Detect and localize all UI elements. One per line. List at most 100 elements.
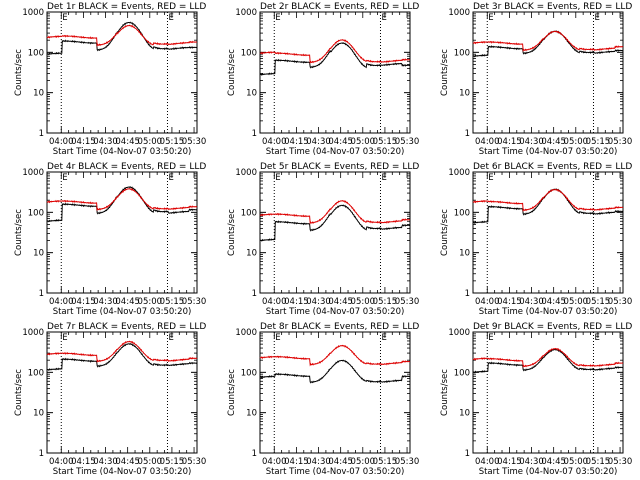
events-series-line: [46, 342, 198, 372]
x-tick-label: 05:00: [351, 137, 376, 147]
event-marker-label: E: [275, 173, 280, 183]
plot-frame: [46, 11, 198, 134]
detector-panel-6: 1 10 100 1000 04:0004:1504:3004:4505:0005:15…: [440, 162, 632, 317]
x-tick-label: 05:30: [395, 297, 420, 307]
detector-panel-9: 1 10 100 1000 04:0004:1504:3004:4505:0005:15…: [440, 322, 632, 477]
lld-series-line: [472, 30, 624, 52]
y-tick-label: 100: [454, 48, 470, 58]
x-tick-label: 04:00: [49, 457, 74, 467]
x-tick-label: 04:30: [306, 457, 331, 467]
event-marker-label: E: [594, 333, 599, 343]
y-tick-label: 100: [28, 208, 44, 218]
x-tick-label: 04:30: [93, 137, 118, 147]
y-tick-label: 100: [454, 368, 470, 378]
detector-panel-7: 1 10 100 1000 04:0004:1504:3004:4505:0005:15…: [14, 322, 206, 477]
y-tick-label: 10: [246, 409, 257, 419]
lld-series-line: [259, 39, 411, 65]
events-series-line: [259, 204, 411, 242]
y-tick-label: 1: [252, 129, 257, 139]
x-tick-label: 05:30: [182, 297, 207, 307]
y-tick-label: 1000: [22, 168, 44, 178]
x-tick-label: 04:45: [328, 137, 353, 147]
y-tick-label: 10: [459, 249, 470, 259]
plot-frame: [259, 331, 411, 454]
x-tick-label: 05:30: [182, 457, 207, 467]
y-tick-label: 100: [454, 208, 470, 218]
x-tick-label: 04:00: [49, 137, 74, 147]
x-tick-label: 05:15: [160, 137, 185, 147]
events-series-line: [259, 42, 411, 76]
x-tick-label: 04:30: [93, 457, 118, 467]
x-tick-label: 05:00: [351, 297, 376, 307]
y-tick-label: 10: [459, 409, 470, 419]
y-tick-label: 1: [39, 449, 44, 459]
y-tick-label: 1000: [235, 168, 257, 178]
x-tick-label: 05:30: [608, 457, 633, 467]
y-tick-label: 1: [39, 289, 44, 299]
x-tick-label: 04:45: [115, 297, 140, 307]
x-tick-label: 05:30: [395, 137, 420, 147]
detector-panel-2: 1 10 100 1000 04:0004:1504:3004:4505:0005:15…: [227, 2, 419, 157]
panel-title: Det 1r BLACK = Events, RED = LLD: [47, 2, 206, 12]
x-tick-label: 04:30: [519, 137, 544, 147]
event-marker-label: E: [594, 13, 599, 23]
y-axis-label: Counts/sec: [14, 369, 24, 416]
x-tick-label: 05:00: [138, 457, 163, 467]
event-marker-label: E: [381, 173, 386, 183]
panel-title: Det 4r BLACK = Events, RED = LLD: [47, 162, 206, 172]
x-tick-label: 04:15: [497, 137, 522, 147]
x-axis-label: Start Time (04-Nov-07 03:50:20): [53, 307, 192, 317]
y-tick-label: 1000: [22, 328, 44, 338]
x-tick-label: 04:15: [71, 297, 96, 307]
x-tick-label: 04:30: [519, 297, 544, 307]
y-axis-label: Counts/sec: [227, 209, 237, 256]
y-tick-label: 1000: [448, 8, 470, 18]
detector-panel-1: 1 10 100 1000 04:0004:1504:3004:4505:0005:15…: [14, 2, 206, 157]
x-tick-label: 04:45: [541, 137, 566, 147]
lld-series-line: [46, 340, 198, 364]
x-tick-label: 05:15: [586, 457, 611, 467]
x-tick-label: 04:30: [306, 137, 331, 147]
x-tick-label: 05:30: [608, 297, 633, 307]
x-tick-label: 05:15: [160, 297, 185, 307]
plot-frame: [46, 171, 198, 294]
y-axis-label: Counts/sec: [440, 369, 450, 416]
y-tick-label: 10: [246, 249, 257, 259]
y-tick-label: 1000: [235, 328, 257, 338]
x-tick-label: 04:30: [519, 457, 544, 467]
plot-frame: [472, 171, 624, 294]
y-axis-label: Counts/sec: [227, 49, 237, 96]
y-tick-label: 10: [459, 89, 470, 99]
detector-panel-5: 1 10 100 1000 04:0004:1504:3004:4505:0005:15…: [227, 162, 419, 317]
y-tick-label: 1: [465, 289, 470, 299]
event-marker-label: E: [488, 173, 493, 183]
y-tick-label: 1000: [448, 328, 470, 338]
x-tick-label: 04:45: [115, 457, 140, 467]
x-axis-label: Start Time (04-Nov-07 03:50:20): [479, 147, 618, 157]
event-marker-label: E: [381, 333, 386, 343]
plot-frame: [472, 11, 624, 134]
x-tick-label: 04:15: [284, 297, 309, 307]
x-tick-label: 05:15: [160, 457, 185, 467]
event-marker-label: E: [275, 333, 280, 343]
y-tick-label: 100: [28, 48, 44, 58]
x-tick-label: 05:15: [586, 137, 611, 147]
x-tick-label: 05:00: [564, 137, 589, 147]
event-marker-label: E: [168, 13, 173, 23]
y-tick-label: 1: [465, 449, 470, 459]
y-tick-label: 1000: [22, 8, 44, 18]
events-series-line: [472, 348, 624, 374]
plot-frame: [46, 331, 198, 454]
y-tick-label: 1: [39, 129, 44, 139]
x-axis-label: Start Time (04-Nov-07 03:50:20): [479, 307, 618, 317]
x-tick-label: 04:15: [497, 457, 522, 467]
event-marker-label: E: [62, 173, 67, 183]
x-tick-label: 04:15: [284, 457, 309, 467]
x-tick-label: 04:00: [475, 457, 500, 467]
x-tick-label: 05:30: [395, 457, 420, 467]
x-tick-label: 04:15: [497, 297, 522, 307]
y-axis-label: Counts/sec: [227, 369, 237, 416]
event-marker-label: E: [488, 333, 493, 343]
y-axis-label: Counts/sec: [14, 49, 24, 96]
